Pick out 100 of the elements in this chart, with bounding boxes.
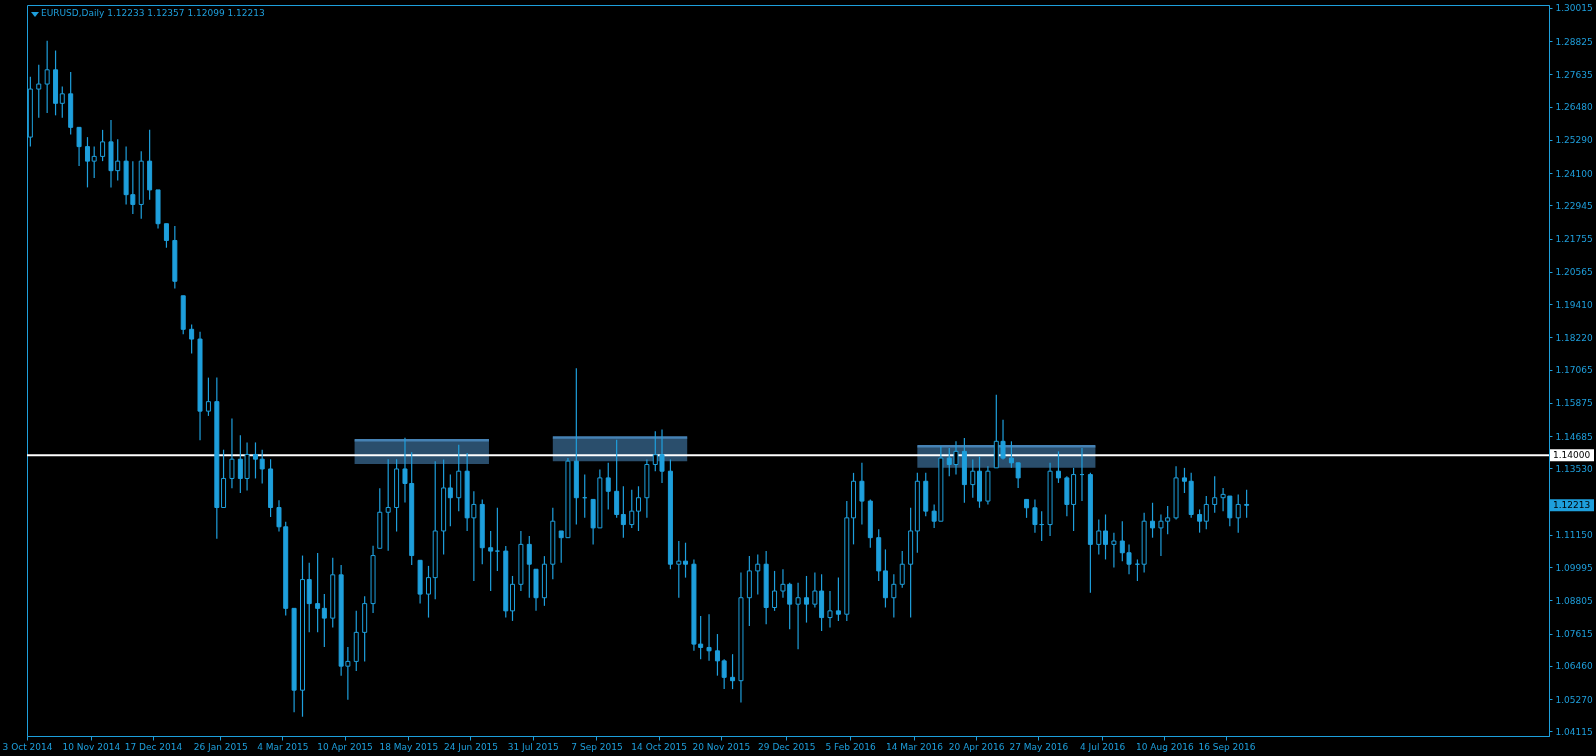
candlestick: [1212, 475, 1218, 514]
y-tick-label: 1.11150: [1555, 530, 1593, 541]
y-tick-label: 1.07615: [1555, 629, 1593, 640]
candlestick: [629, 489, 635, 529]
candlestick: [36, 64, 42, 119]
candlestick: [447, 473, 453, 527]
x-tick-label: 10 Nov 2014: [62, 741, 121, 752]
x-tick-label: 10 Apr 2015: [317, 741, 373, 752]
candlestick: [1244, 489, 1250, 519]
y-tick-label: 1.26480: [1555, 102, 1593, 113]
candlestick: [721, 658, 727, 690]
y-tick-label: 1.18220: [1555, 332, 1593, 343]
x-tick-label: 14 Oct 2015: [631, 741, 687, 752]
text: 1.12213: [1553, 500, 1591, 511]
candlestick: [803, 575, 809, 624]
candlestick: [189, 323, 195, 355]
candlestick: [614, 439, 620, 519]
x-tick-label: 10 Aug 2016: [1135, 741, 1194, 752]
candlestick: [385, 458, 391, 552]
candlestick: [259, 449, 265, 485]
candlestick: [772, 570, 778, 612]
candlestick: [683, 542, 689, 579]
candlestick: [1024, 498, 1030, 519]
y-tick-label: 1.27635: [1555, 69, 1593, 80]
x-tick-label: 16 Sep 2016: [1198, 741, 1256, 752]
candlestick: [526, 535, 532, 599]
candlestick: [163, 223, 169, 249]
y-tick-label: 1.30015: [1555, 3, 1593, 14]
x-tick-label: 20 Nov 2015: [692, 741, 751, 752]
candlestick: [1181, 467, 1187, 494]
candlestick: [1096, 518, 1102, 556]
y-tick-label: 1.19410: [1555, 299, 1593, 310]
y-tick-label: 1.08805: [1555, 595, 1593, 606]
x-tick-label: 20 Apr 2016: [948, 741, 1005, 752]
candlestick: [827, 590, 833, 629]
x-tick-label: 18 May 2015: [379, 741, 439, 752]
x-tick-label: 26 Jan 2015: [193, 741, 248, 752]
x-tick-label: 27 May 2016: [1009, 741, 1069, 752]
candlestick: [859, 462, 865, 526]
candlestick: [321, 593, 327, 648]
candlestick: [795, 582, 801, 650]
candlestick: [1203, 495, 1209, 530]
y-tick-label: 1.22945: [1555, 200, 1593, 211]
y-tick-label: 1.21755: [1555, 234, 1593, 245]
candlestick: [84, 136, 90, 188]
candlestick: [44, 40, 50, 114]
y-tick-label: 1.15875: [1555, 398, 1593, 409]
x-tick-label: 24 Jun 2015: [443, 741, 499, 752]
candlestick: [1032, 498, 1038, 534]
x-tick-label: 3 Oct 2014: [2, 741, 53, 752]
ref-line-label: 1.14000: [1553, 450, 1591, 461]
x-tick-label: 4 Jul 2016: [1080, 741, 1126, 752]
candlestick: [488, 530, 494, 592]
y-tick-label: 1.28825: [1555, 36, 1593, 47]
candlestick: [91, 146, 97, 179]
candlestick: [100, 129, 106, 162]
candlestick: [891, 573, 897, 619]
candlestick: [706, 613, 712, 662]
y-tick-label: 1.14685: [1555, 431, 1593, 442]
y-tick-label: 1.20565: [1555, 267, 1593, 278]
candlestick: [1235, 493, 1241, 534]
candlestick: [1103, 513, 1108, 561]
y-tick-label: 1.13530: [1555, 463, 1593, 474]
x-tick-label: 17 Dec 2014: [124, 741, 183, 752]
candlestick: [315, 552, 321, 633]
candlestick: [620, 485, 626, 539]
candlestick: [970, 458, 976, 499]
y-tick-label: 1.24100: [1555, 168, 1593, 179]
candlestick: [1055, 450, 1061, 484]
y-tick-label: 1.04115: [1555, 726, 1593, 737]
candlestick: [730, 653, 736, 690]
candlestick: [252, 441, 258, 480]
candlestick: [76, 126, 82, 167]
candlestick: [835, 577, 841, 622]
y-tick-label: 1.05270: [1555, 694, 1593, 705]
y-tick-label: 1.06460: [1555, 661, 1593, 672]
candlestick: [59, 85, 65, 119]
y-tick-label: 1.25290: [1555, 135, 1593, 146]
candlestick: [229, 417, 235, 489]
x-tick-label: 29 Dec 2015: [758, 741, 816, 752]
candlestick: [676, 540, 682, 599]
candlestick: [899, 550, 905, 589]
x-tick-label: 31 Jul 2015: [507, 741, 559, 752]
candlestick: [1111, 532, 1117, 569]
candlestick: [494, 507, 500, 572]
candlestick: [605, 462, 611, 511]
candlestick: [635, 485, 641, 532]
x-tick-label: 4 Mar 2015: [257, 741, 309, 752]
y-tick-label: 1.09995: [1555, 562, 1593, 573]
candlestick: [426, 565, 431, 619]
chart-title: EURUSD,Daily 1.12233 1.12357 1.12099 1.12213: [41, 8, 265, 18]
candlestick: [714, 633, 720, 677]
y-tick-label: 1.17065: [1555, 365, 1593, 376]
x-tick-label: 14 Mar 2016: [885, 741, 944, 752]
candlestick: [1150, 502, 1156, 539]
candlestick: [755, 553, 761, 595]
candlestick: [205, 377, 211, 417]
candlestick: [1197, 508, 1203, 534]
x-tick-label: 7 Sep 2015: [571, 741, 623, 752]
x-tick-label: 5 Feb 2016: [825, 741, 877, 752]
